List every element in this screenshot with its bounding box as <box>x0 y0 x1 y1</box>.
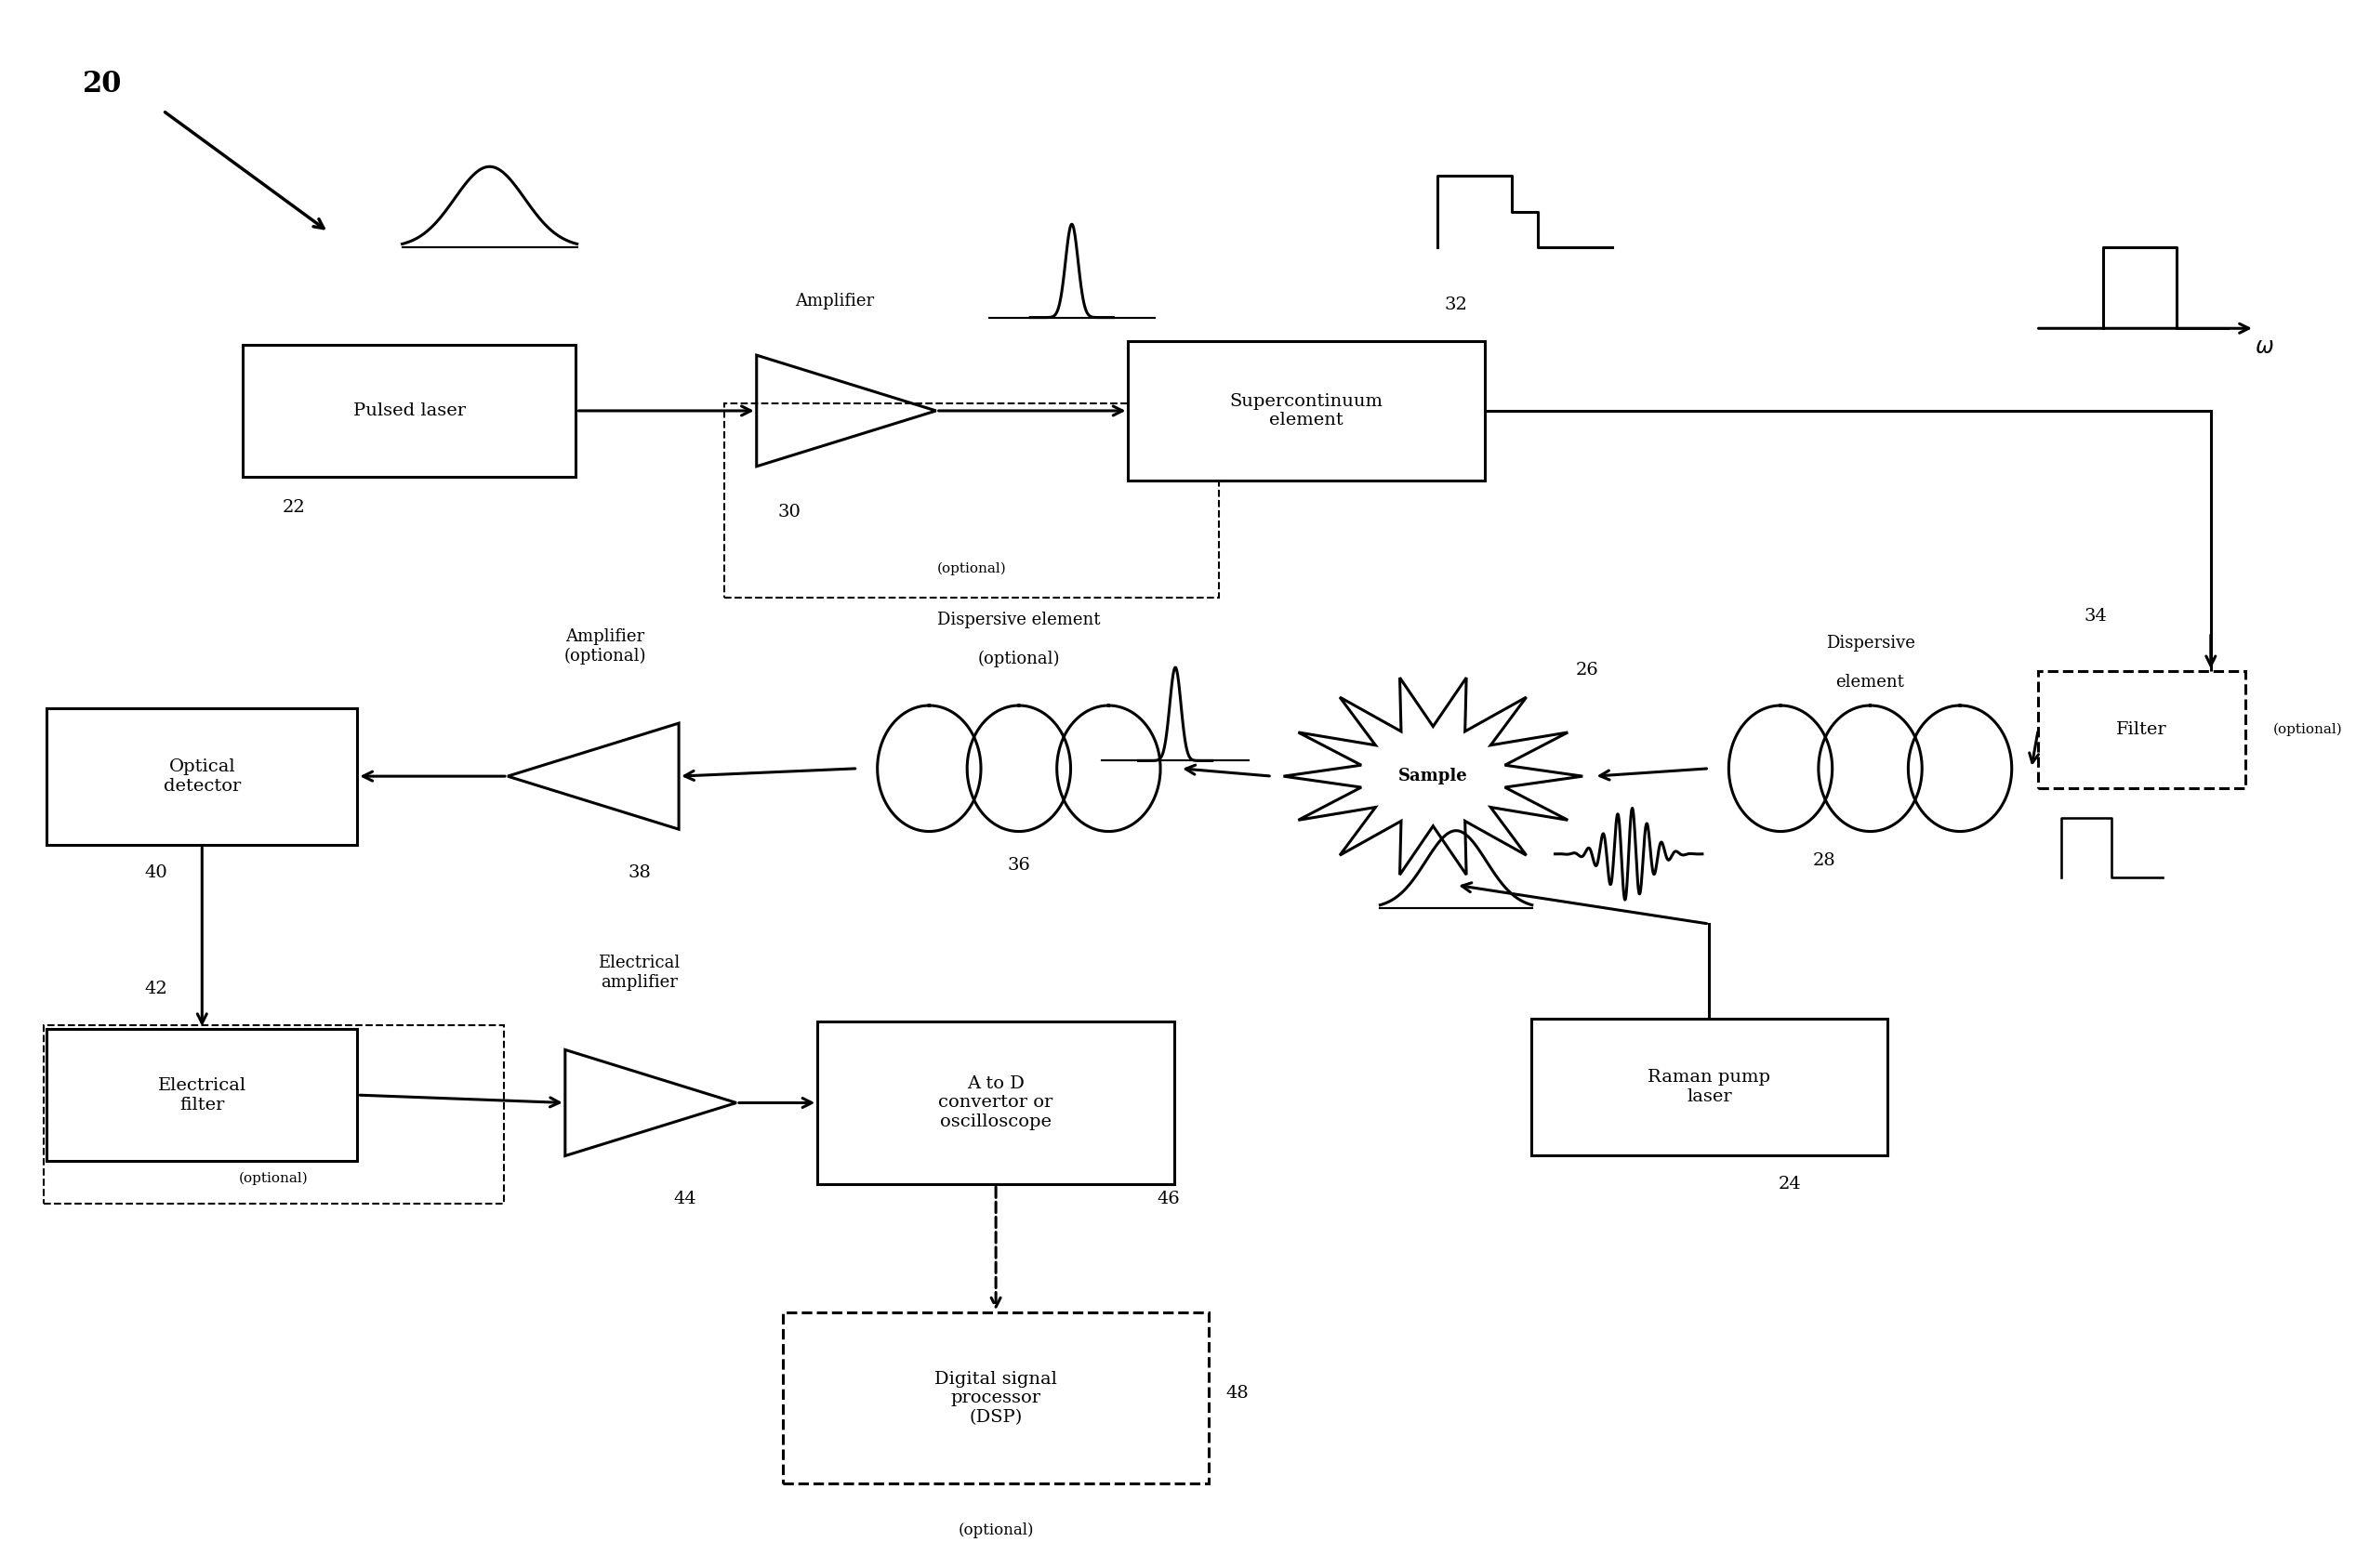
FancyBboxPatch shape <box>2038 671 2245 787</box>
Text: 32: 32 <box>1444 296 1468 314</box>
Text: Electrical
amplifier: Electrical amplifier <box>598 955 681 991</box>
Text: 26: 26 <box>1576 662 1600 679</box>
FancyBboxPatch shape <box>47 1029 358 1162</box>
FancyBboxPatch shape <box>47 707 358 845</box>
Polygon shape <box>1284 677 1583 875</box>
Text: (optional): (optional) <box>938 563 1006 575</box>
Text: 36: 36 <box>1008 856 1030 873</box>
FancyBboxPatch shape <box>1129 340 1484 481</box>
Text: Sample: Sample <box>1399 768 1468 784</box>
FancyBboxPatch shape <box>818 1021 1173 1184</box>
FancyBboxPatch shape <box>243 345 575 477</box>
Text: $\omega$: $\omega$ <box>2255 337 2274 358</box>
Text: 44: 44 <box>674 1190 697 1207</box>
FancyBboxPatch shape <box>1531 1019 1887 1156</box>
Text: Amplifier: Amplifier <box>796 293 874 310</box>
FancyBboxPatch shape <box>782 1312 1209 1483</box>
Text: 38: 38 <box>627 864 650 881</box>
Text: 24: 24 <box>1779 1176 1802 1192</box>
Text: Optical
detector: Optical detector <box>163 759 240 795</box>
Text: 42: 42 <box>144 982 167 997</box>
Text: Amplifier
(optional): Amplifier (optional) <box>563 627 646 665</box>
Bar <box>42 1025 504 1204</box>
Text: Dispersive: Dispersive <box>1826 635 1915 652</box>
Text: Pulsed laser: Pulsed laser <box>353 403 466 419</box>
Text: (optional): (optional) <box>978 651 1060 668</box>
Text: 40: 40 <box>144 864 167 881</box>
Text: 20: 20 <box>82 69 123 99</box>
Text: 34: 34 <box>2085 608 2106 624</box>
Text: Digital signal
processor
(DSP): Digital signal processor (DSP) <box>935 1370 1058 1425</box>
Text: 28: 28 <box>1812 851 1835 869</box>
Text: A to D
convertor or
oscilloscope: A to D convertor or oscilloscope <box>938 1076 1053 1131</box>
Text: (optional): (optional) <box>959 1523 1034 1538</box>
Text: (optional): (optional) <box>238 1171 309 1185</box>
Text: Filter: Filter <box>2116 721 2168 739</box>
Bar <box>723 403 1218 597</box>
Text: (optional): (optional) <box>2274 723 2342 737</box>
Text: 22: 22 <box>283 499 306 516</box>
Text: Supercontinuum
element: Supercontinuum element <box>1230 392 1383 428</box>
Text: 30: 30 <box>777 503 801 521</box>
Text: Electrical
filter: Electrical filter <box>158 1077 247 1113</box>
Text: element: element <box>1835 674 1904 690</box>
Text: 48: 48 <box>1225 1385 1249 1402</box>
Text: 46: 46 <box>1157 1190 1180 1207</box>
Text: Dispersive element: Dispersive element <box>938 612 1100 629</box>
Text: Raman pump
laser: Raman pump laser <box>1647 1069 1772 1105</box>
